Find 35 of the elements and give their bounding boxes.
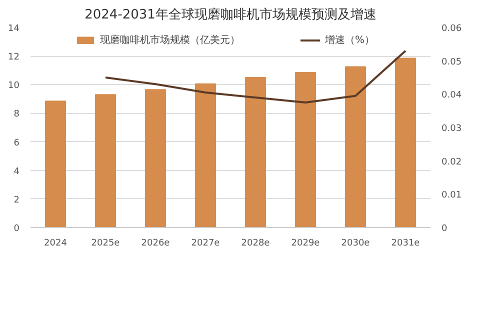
x-tick-label: 2026e <box>141 238 170 248</box>
x-tick-label: 2031e <box>391 238 420 248</box>
y-tick-label: 6 <box>14 138 20 148</box>
y2-tick-label: 0.05 <box>442 57 462 68</box>
x-tick-label: 2030e <box>341 238 370 248</box>
x-tick-label: 2029e <box>291 238 320 248</box>
y2-tick-label: 0.02 <box>442 157 462 168</box>
y-tick-label: 14 <box>8 24 20 34</box>
bar <box>95 94 116 228</box>
bar <box>295 72 316 228</box>
line-series <box>104 50 406 104</box>
x-tick-label: 2024 <box>44 238 68 248</box>
y-tick-label: 0 <box>14 224 20 234</box>
legend-label: 增速（%） <box>325 34 375 47</box>
bar <box>145 89 166 228</box>
bar <box>345 66 366 228</box>
y2-tick-label: 0 <box>442 224 448 234</box>
y2-tick-label: 0.04 <box>442 90 462 101</box>
y-tick-label: 12 <box>8 52 20 63</box>
y-tick-label: 8 <box>14 110 20 120</box>
legend-label: 现磨咖啡机市场规模（亿美元） <box>100 34 240 47</box>
y2-tick-label: 0.06 <box>442 24 462 34</box>
x-tick-label: 2027e <box>191 238 220 248</box>
y-tick-label: 2 <box>14 195 20 206</box>
bar <box>195 83 216 228</box>
bar <box>245 77 266 228</box>
x-tick-label: 2025e <box>91 238 120 248</box>
bar <box>45 100 66 228</box>
y2-tick-label: 0.03 <box>442 124 462 134</box>
bar <box>395 58 416 228</box>
x-tick-label: 2028e <box>241 238 270 248</box>
chart-title: 2024-2031年全球现磨咖啡机市场规模预测及增速 <box>84 8 376 22</box>
y-tick-label: 10 <box>8 81 20 92</box>
y2-tick-label: 0.01 <box>442 190 462 201</box>
y-tick-label: 4 <box>14 166 20 177</box>
